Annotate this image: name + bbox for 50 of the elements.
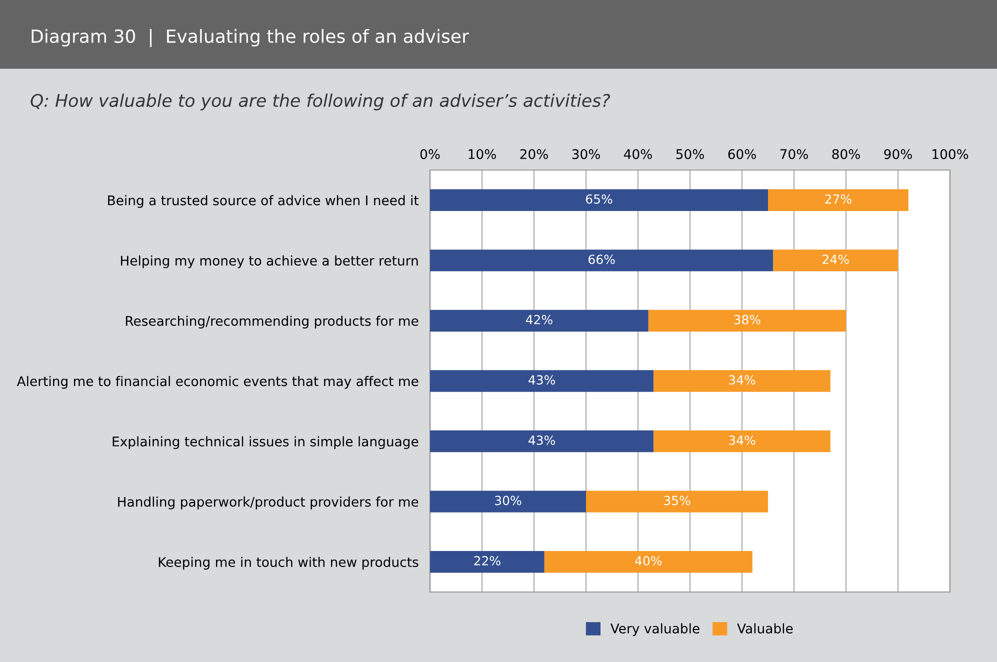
data-label: 27% bbox=[825, 194, 852, 204]
data-label: 35% bbox=[664, 496, 690, 506]
bar bbox=[430, 310, 648, 332]
data-label: 43% bbox=[528, 435, 555, 445]
chart-subtitle: Q: How valuable to you are the following of an adviser’s activities? bbox=[30, 94, 610, 110]
data-label: 24% bbox=[822, 254, 849, 264]
bar bbox=[654, 430, 830, 452]
data-label: 34% bbox=[729, 435, 756, 445]
x-tick-label: 60% bbox=[728, 149, 756, 160]
y-tick-label: Being a trusted source of advice when I need it bbox=[108, 195, 419, 208]
x-tick-label: 90% bbox=[884, 149, 912, 160]
data-label: 38% bbox=[734, 314, 760, 324]
bar bbox=[544, 551, 752, 573]
data-label: 22% bbox=[474, 556, 500, 566]
x-tick-label: 20% bbox=[520, 149, 548, 160]
legend-label: Very valuable bbox=[610, 623, 700, 636]
bar bbox=[654, 370, 830, 392]
y-tick-label: Alerting me to financial economic events that may affect me bbox=[16, 376, 418, 389]
data-label: 40% bbox=[635, 556, 662, 566]
bar bbox=[430, 189, 768, 211]
x-tick-label: 0% bbox=[420, 149, 440, 160]
bar bbox=[648, 310, 846, 332]
x-tick-label: 30% bbox=[572, 149, 600, 160]
bar bbox=[586, 490, 768, 512]
x-tick-label: 80% bbox=[832, 149, 860, 160]
data-label: 65% bbox=[586, 194, 612, 204]
data-label: 42% bbox=[526, 314, 552, 324]
y-tick-label: Keeping me in touch with new products bbox=[158, 556, 418, 570]
x-tick-label: 100% bbox=[932, 149, 968, 160]
y-tick-label: Researching/recommending products for me bbox=[126, 316, 418, 328]
x-tick-label: 50% bbox=[676, 149, 704, 160]
x-tick-label: 10% bbox=[468, 149, 496, 160]
data-label: 43% bbox=[528, 375, 555, 385]
bar bbox=[430, 370, 654, 392]
legend-label: Valuable bbox=[737, 623, 793, 634]
x-tick-label: 70% bbox=[780, 149, 808, 160]
bar bbox=[773, 250, 898, 272]
x-tick-label: 40% bbox=[624, 149, 652, 160]
bar bbox=[430, 250, 774, 272]
bar bbox=[768, 189, 908, 211]
data-label: 34% bbox=[729, 375, 756, 385]
y-tick-label: Explaining technical issues in simple language bbox=[112, 436, 418, 450]
bar bbox=[430, 490, 586, 512]
bar bbox=[430, 430, 654, 452]
data-label: 30% bbox=[495, 496, 522, 506]
bar bbox=[430, 551, 544, 573]
text: Diagram 30 | Evaluating the roles of an adviser bbox=[32, 28, 469, 48]
data-label: 66% bbox=[588, 254, 615, 264]
y-tick-label: Handling paperwork/product providers for me bbox=[118, 496, 418, 510]
y-tick-label: Helping my money to achieve a better return bbox=[121, 255, 418, 268]
